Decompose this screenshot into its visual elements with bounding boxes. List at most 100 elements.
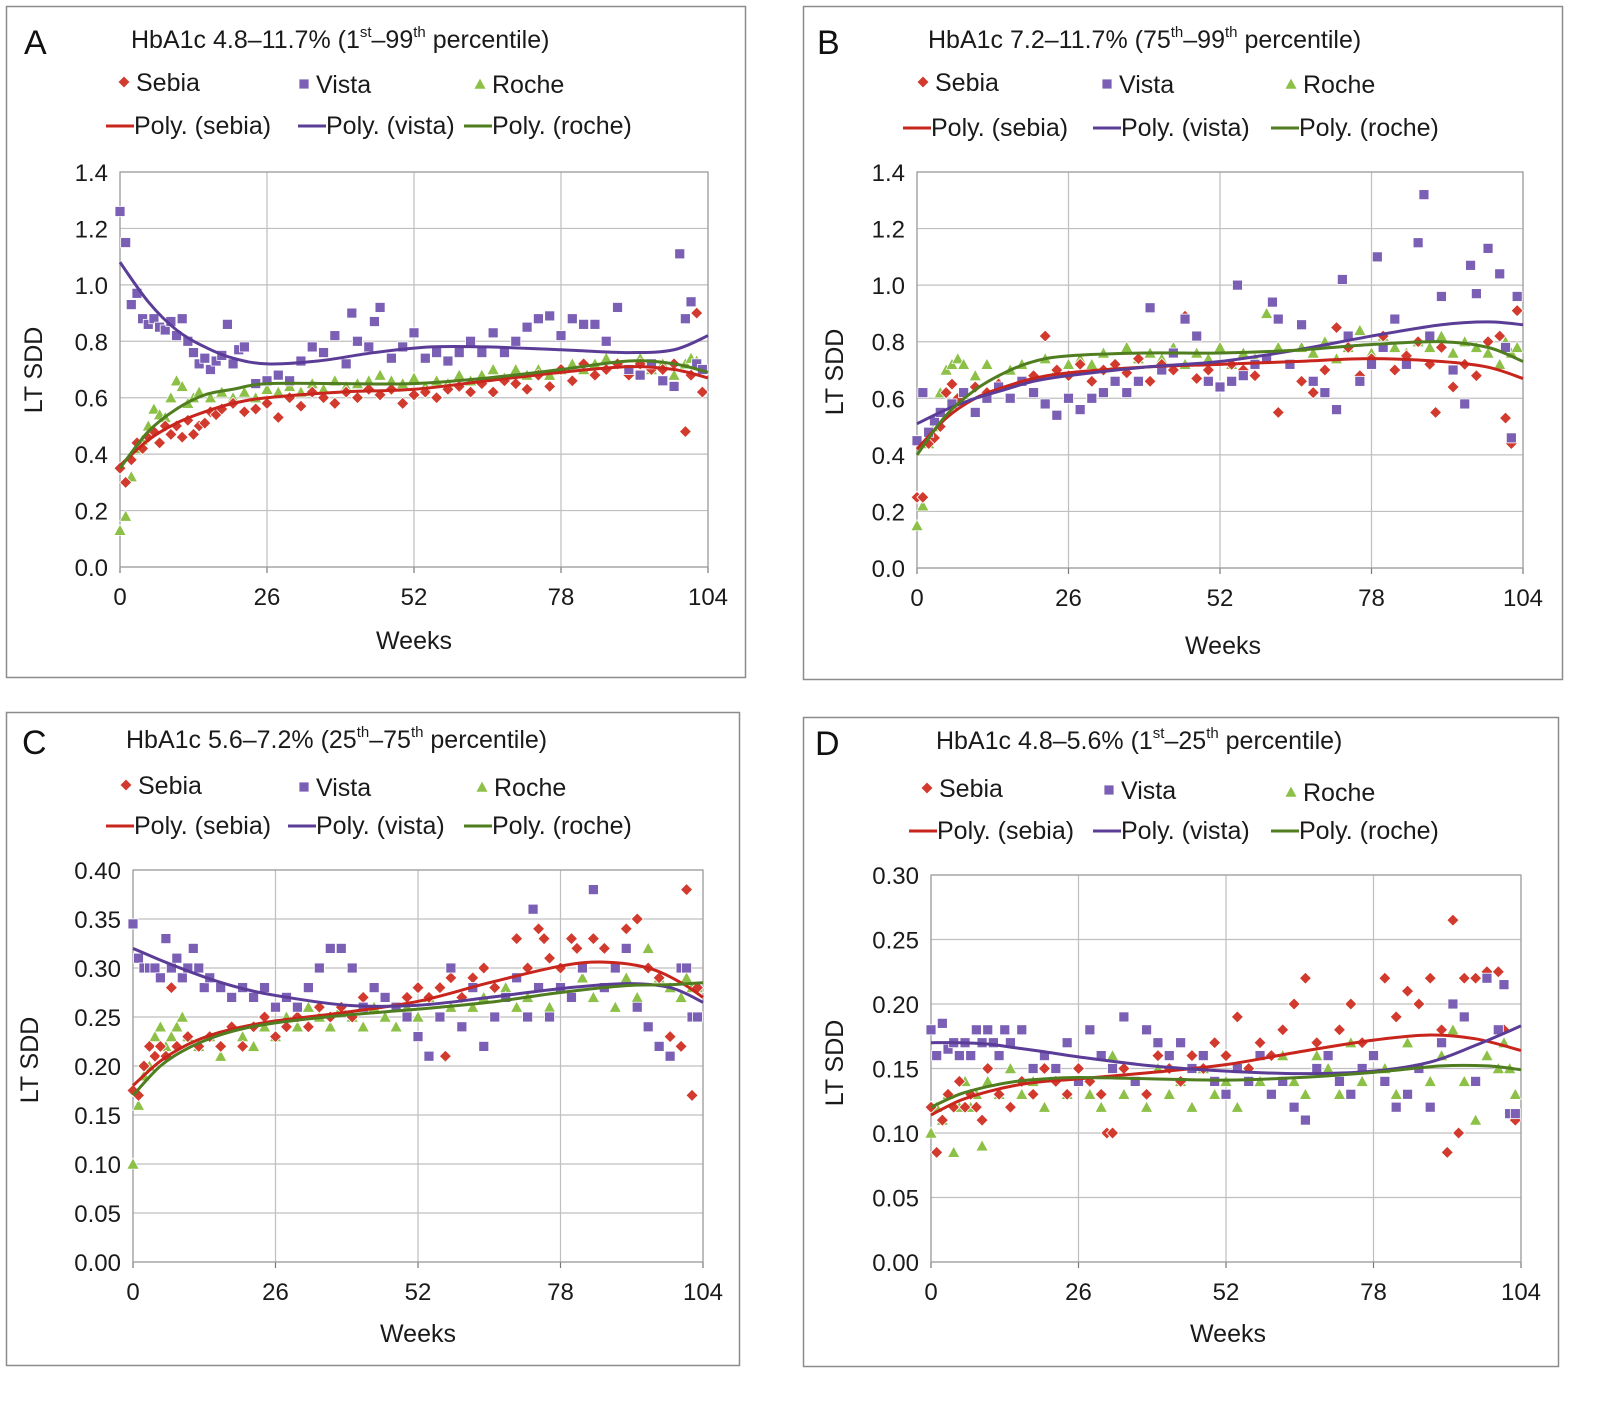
point-vista	[653, 1040, 665, 1052]
point-sebia	[1434, 340, 1448, 354]
point-vista	[456, 1021, 468, 1033]
point-vista	[324, 942, 336, 954]
point-vista	[120, 237, 132, 248]
legend-marker-vista	[298, 78, 310, 90]
chart-title: HbA1c 4.8–5.6% (1st–25th percentile)	[936, 725, 1342, 755]
point-sebia	[597, 941, 611, 955]
point-vista	[1016, 1024, 1028, 1036]
point-vista	[1336, 274, 1348, 285]
point-roche	[1353, 323, 1367, 336]
legend-label-sebia: Sebia	[136, 69, 200, 97]
point-vista	[1133, 375, 1144, 387]
y-tick-label: 0.10	[74, 1152, 121, 1179]
point-vista	[199, 352, 211, 364]
x-tick-label: 0	[126, 1279, 139, 1306]
point-vista	[1144, 302, 1156, 314]
point-vista	[1214, 381, 1226, 393]
y-tick-label: 0.05	[872, 1186, 919, 1213]
point-sebia	[294, 399, 308, 413]
y-tick-label: 0.30	[872, 863, 919, 890]
point-vista	[1202, 375, 1214, 387]
point-sebia	[164, 427, 178, 441]
point-roche	[1423, 1074, 1437, 1087]
point-sebia	[1105, 1126, 1120, 1140]
x-tick-label: 78	[1358, 585, 1385, 612]
y-tick-label: 0.6	[75, 386, 108, 413]
point-vista	[522, 1011, 534, 1023]
point-sebia	[945, 377, 959, 391]
y-axis-label: LT SDD	[20, 327, 48, 414]
point-sebia	[690, 306, 704, 320]
y-tick-label: 1.4	[75, 160, 108, 187]
point-vista	[555, 330, 567, 342]
point-roche	[1510, 340, 1524, 353]
chart-b-svg: B HbA1c 7.2–11.7% (75th–99th percentile) 0…	[802, 5, 1564, 681]
point-vista	[476, 347, 488, 358]
point-vista	[931, 1050, 943, 1062]
point-roche	[323, 1020, 337, 1033]
point-vista	[1470, 1075, 1482, 1087]
x-tick-label: 52	[401, 584, 428, 611]
point-sebia	[981, 1061, 995, 1076]
point-vista	[1284, 358, 1296, 370]
point-roche	[290, 1020, 304, 1033]
point-vista	[1004, 392, 1016, 404]
point-vista	[284, 375, 296, 387]
point-sebia	[930, 1145, 944, 1159]
point-vista	[1141, 1024, 1152, 1036]
point-vista	[544, 310, 556, 322]
trendline-roche	[131, 981, 704, 1097]
point-vista	[270, 1001, 281, 1013]
point-vista	[642, 1021, 654, 1033]
point-sebia	[565, 374, 579, 388]
point-vista	[1307, 375, 1319, 387]
point-sebia	[1298, 971, 1312, 985]
point-vista	[159, 324, 171, 336]
point-roche	[411, 1010, 425, 1023]
point-roche	[1230, 1100, 1244, 1113]
point-vista	[1027, 1063, 1039, 1074]
point-roche	[260, 382, 274, 395]
point-sebia	[1253, 1036, 1267, 1050]
point-sebia	[1318, 363, 1332, 377]
legend-label-poly: Poly. (vista)	[1121, 114, 1250, 142]
legend-marker-vista	[1101, 78, 1113, 90]
point-vista	[664, 1050, 676, 1062]
plot-area	[916, 171, 1524, 569]
point-vista	[313, 962, 325, 974]
x-tick-label: 0	[910, 585, 923, 612]
point-vista	[1389, 313, 1401, 325]
point-vista	[1319, 387, 1331, 399]
point-vista	[137, 313, 149, 325]
point-vista	[936, 1017, 948, 1029]
point-roche	[924, 1126, 938, 1139]
point-roche	[147, 402, 161, 415]
point-vista	[1424, 1101, 1436, 1113]
point-sebia	[679, 883, 694, 897]
point-sebia	[1491, 965, 1505, 979]
point-roche	[957, 357, 971, 370]
point-sebia	[181, 1030, 195, 1044]
point-vista	[401, 1011, 413, 1023]
point-vista	[674, 248, 686, 260]
point-vista	[1458, 1011, 1470, 1023]
point-sebia	[958, 1100, 972, 1114]
point-vista	[453, 347, 465, 358]
point-roche	[1037, 1100, 1051, 1113]
point-vista	[1368, 1050, 1379, 1062]
y-tick-label: 0.15	[872, 1057, 919, 1084]
trendline-vista	[118, 261, 709, 366]
point-vista	[193, 358, 205, 370]
point-vista	[1482, 242, 1494, 254]
y-tick-label: 0.15	[74, 1103, 121, 1130]
point-sebia	[279, 1020, 294, 1034]
point-vista	[445, 962, 457, 974]
point-sebia	[1094, 1087, 1108, 1101]
plot-area	[132, 869, 704, 1263]
y-tick-label: 0.0	[75, 555, 108, 582]
point-vista	[478, 1040, 490, 1052]
point-vista	[1436, 1037, 1447, 1049]
point-vista	[272, 369, 284, 381]
point-vista	[149, 962, 161, 974]
point-roche	[131, 1098, 145, 1111]
